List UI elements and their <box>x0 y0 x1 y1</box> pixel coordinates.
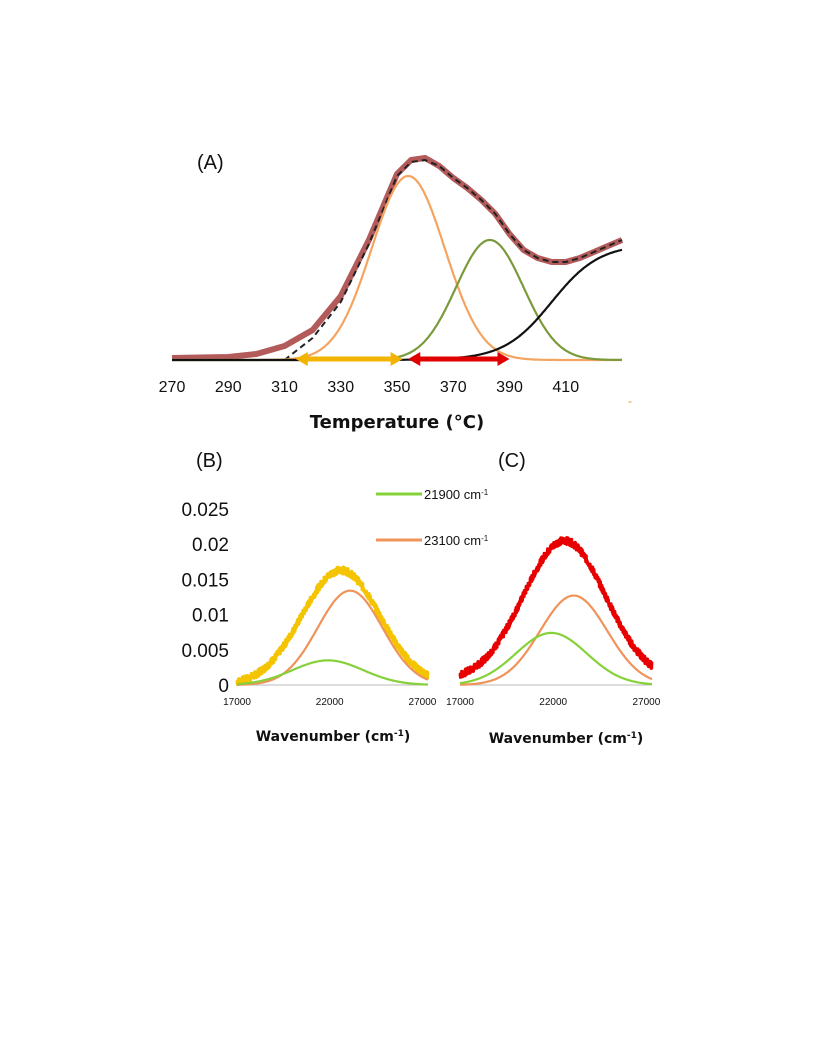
panel-c: (C) 17000 22000 27000 Wavenumber (cm-1) <box>446 450 661 747</box>
legend-label-23100: 23100 cm-1 <box>424 533 489 548</box>
x-tick-label: 17000 <box>446 697 474 708</box>
x-tick-label: 22000 <box>316 697 344 708</box>
range-arrow-head-left-1 <box>408 352 421 366</box>
panel-b: (B) 0 0.005 0.01 0.015 0.02 0.025 17000 22000 2… <box>181 450 436 745</box>
x-tick-label: 330 <box>327 379 354 396</box>
panel-a-series-fit-sum-1 <box>283 159 623 361</box>
panel-a-series-measured-0 <box>171 155 624 361</box>
panel-a-x-axis-title: Temperature (°C) <box>310 412 484 433</box>
range-arrow-head-right-1 <box>497 352 510 366</box>
y-tick-label: 0.01 <box>192 606 229 627</box>
y-tick-label: 0 <box>218 676 229 697</box>
y-tick-label: 0.005 <box>181 641 229 662</box>
range-arrow-head-left-0 <box>295 352 308 366</box>
x-tick-label: 390 <box>496 379 523 396</box>
panel-a-arrows <box>295 352 510 366</box>
x-tick-label: 27000 <box>409 697 437 708</box>
stray-tick-mark: - <box>628 394 632 408</box>
x-tick-label: 350 <box>384 379 411 396</box>
panel-b-y-ticks: 0 0.005 0.01 0.015 0.02 0.025 <box>181 500 229 697</box>
panel-b-label: (B) <box>196 450 223 472</box>
panel-a-curves <box>171 155 624 362</box>
x-tick-label: 27000 <box>633 697 661 708</box>
panel-a-series-component-1-2 <box>172 174 622 362</box>
x-tick-label: 22000 <box>539 697 567 708</box>
panel-a-series-component-3-4 <box>172 248 623 362</box>
panel-c-series-component-2 <box>459 631 653 686</box>
panel-b-x-axis-title: Wavenumber (cm-1) <box>256 729 411 745</box>
x-tick-label: 17000 <box>223 697 251 708</box>
panel-a-label: (A) <box>197 152 224 174</box>
panel-b-series-measured-0 <box>235 565 430 686</box>
legend-label-21900: 21900 cm-1 <box>424 487 489 502</box>
panel-b-series-component-2 <box>236 659 429 686</box>
panel-b-series-component-1 <box>236 589 429 686</box>
panel-b-x-ticks: 17000 22000 27000 <box>223 697 437 708</box>
panel-c-series-measured-0 <box>458 536 654 679</box>
x-tick-label: 410 <box>552 379 579 396</box>
y-tick-label: 0.025 <box>181 500 229 521</box>
legend: 21900 cm-1 23100 cm-1 <box>376 487 489 548</box>
panel-c-label: (C) <box>498 450 526 472</box>
panel-c-x-axis-title: Wavenumber (cm-1) <box>489 731 644 747</box>
panel-c-x-ticks: 17000 22000 27000 <box>446 697 661 708</box>
x-tick-label: 270 <box>159 379 186 396</box>
x-tick-label: 310 <box>271 379 298 396</box>
panel-c-curves <box>458 536 654 686</box>
x-tick-label: 370 <box>440 379 467 396</box>
y-tick-label: 0.015 <box>181 570 229 591</box>
panel-a-x-ticks: 270 290 310 330 350 370 390 410 <box>159 379 580 396</box>
panel-b-curves <box>235 565 430 686</box>
panel-c-series-component-1 <box>459 594 653 686</box>
y-tick-label: 0.02 <box>192 535 229 556</box>
panel-a: (A) 270 290 310 330 350 370 390 410 Temperature… <box>159 152 632 433</box>
range-arrow-head-right-0 <box>390 352 403 366</box>
x-tick-label: 290 <box>215 379 242 396</box>
